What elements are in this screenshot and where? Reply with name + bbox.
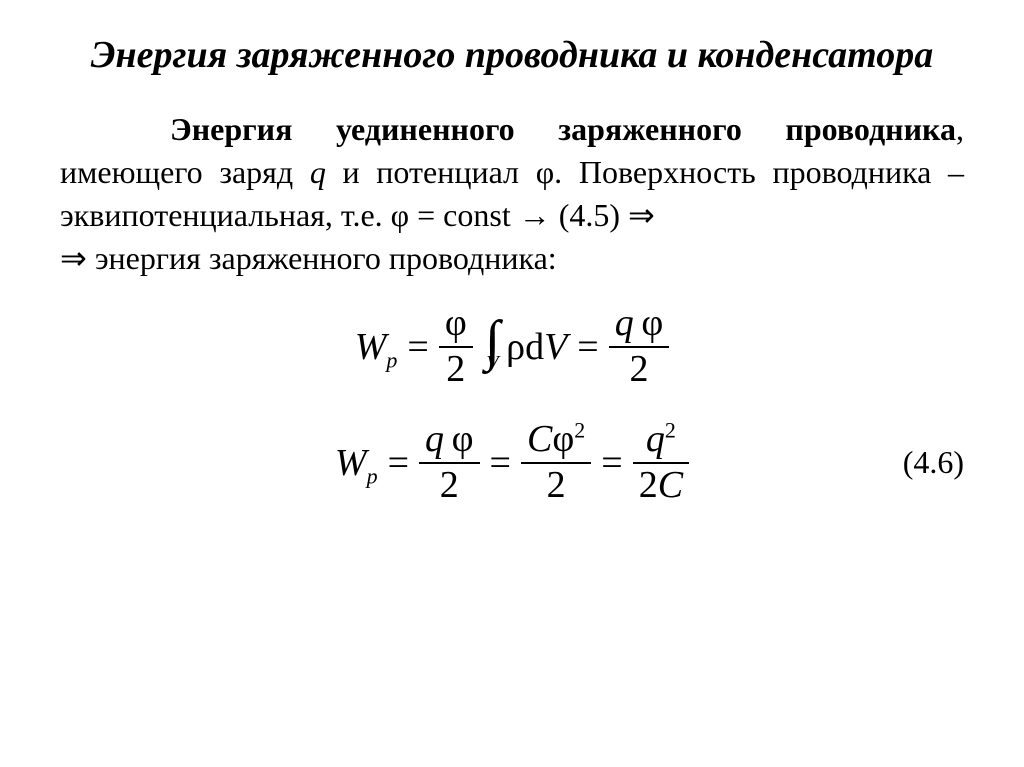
equation-2-number: (4.6) [903,444,964,481]
eq1-W: Wp [355,325,398,369]
eq1-integral: ∫ V [485,325,500,369]
eq2-W: Wp [335,441,378,485]
para-text-3: ⇒ энергия заряженного проводника: [60,240,557,276]
body-paragraph: Энергия уединенного заряженного проводни… [60,108,964,281]
eq1-integrand: ρdV [506,325,567,369]
equation-2: Wp = q φ 2 = Cφ2 2 = q2 2C [335,420,689,506]
eq1-equals-2: = [577,325,598,369]
eq1-frac-qphi-2: q φ 2 [609,304,670,390]
equation-2-block: Wp = q φ 2 = Cφ2 2 = q2 2C [60,420,964,506]
eq2-frac-2: Cφ2 2 [521,420,591,506]
para-lead-bold: Энергия уединенного заряженного проводни… [170,111,956,147]
page-title: Энергия заряженного проводника и конденс… [60,32,964,80]
eq2-equals-1: = [388,441,409,485]
eq2-equals-2: = [490,441,511,485]
eq1-frac-phi-2: φ 2 [439,304,473,390]
eq2-frac-3: q2 2C [633,420,689,506]
slide-page: Энергия заряженного проводника и конденс… [0,0,1024,506]
para-var-q: q [310,154,326,190]
eq2-equals-3: = [601,441,622,485]
eq2-frac-1: q φ 2 [419,420,480,506]
equation-1: Wp = φ 2 ∫ V ρdV = q φ 2 [60,304,964,390]
eq1-equals-1: = [407,325,428,369]
